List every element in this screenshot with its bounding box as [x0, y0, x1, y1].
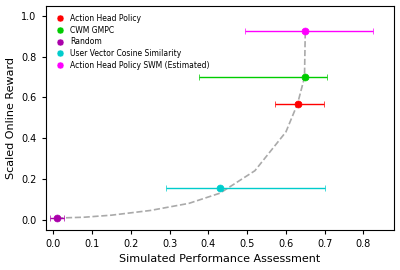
- Legend: Action Head Policy, CWM GMPC, Random, User Vector Cosine Similarity, Action Head: Action Head Policy, CWM GMPC, Random, Us…: [53, 14, 210, 70]
- Y-axis label: Scaled Online Reward: Scaled Online Reward: [6, 57, 16, 179]
- X-axis label: Simulated Performance Assessment: Simulated Performance Assessment: [119, 254, 321, 264]
